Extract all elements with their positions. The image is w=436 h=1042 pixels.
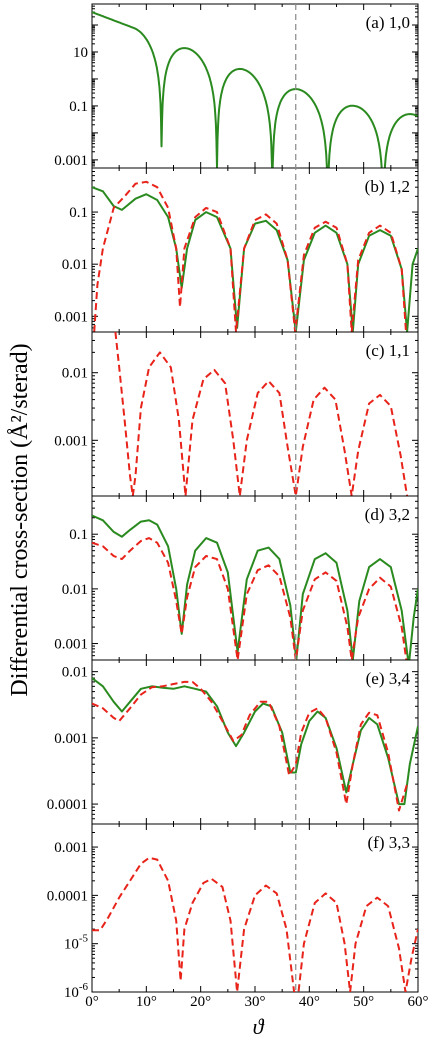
x-tick-labels: 0° 10° 20° 30° 40° 50° 60° xyxy=(85,994,428,1010)
series-red-line xyxy=(92,680,409,812)
y-tick-label: 0.01 xyxy=(62,257,88,273)
x-tick-label: 60° xyxy=(408,994,429,1010)
y-tick-label: 0.001 xyxy=(54,309,88,325)
series-red-line xyxy=(93,180,407,332)
panels: 10 0.1 0.001 (a) 1,0 0.1 0.01 0.001 (b) 1,2 0.01… xyxy=(47,3,419,1001)
series-green-line xyxy=(92,677,418,806)
y-tick-label: 10-5 xyxy=(64,933,89,953)
panel-label: (f) 3,3 xyxy=(368,833,410,852)
panel-3: 0.01 0.001 (c) 1,1 xyxy=(54,331,419,497)
x-tick-label: 10° xyxy=(136,994,157,1010)
series-red-line xyxy=(114,332,409,496)
y-tick-label: 0.01 xyxy=(62,366,88,382)
y-tick-label: 0.0001 xyxy=(47,797,88,813)
x-tick-label: 30° xyxy=(245,994,266,1010)
panel-label: (e) 3,4 xyxy=(366,669,411,688)
x-tick-label: 20° xyxy=(190,994,211,1010)
panel-2: 0.1 0.01 0.001 (b) 1,2 xyxy=(54,167,419,333)
y-tick-label: 0.001 xyxy=(54,731,88,747)
panel-label: (d) 3,2 xyxy=(365,505,410,524)
panel-1: 10 0.1 0.001 (a) 1,0 xyxy=(54,3,419,169)
series-green-line xyxy=(92,514,418,660)
panel-5: 0.01 0.001 0.0001 (e) 3,4 xyxy=(47,659,419,825)
x-tick-label: 50° xyxy=(353,994,374,1010)
series-green-line xyxy=(92,11,418,168)
y-tick-label: 0.001 xyxy=(54,637,88,653)
panel-label: (b) 1,2 xyxy=(365,177,410,196)
series-green-line xyxy=(92,186,418,332)
y-tick-label: 10 xyxy=(73,45,88,61)
y-tick-label: 0.01 xyxy=(62,665,88,681)
series-red-line xyxy=(92,856,418,992)
panel-label: (c) 1,1 xyxy=(366,341,410,360)
y-axis-label: Differential cross-section (Å²/sterad) xyxy=(7,343,33,696)
y-tick-label: 0.0001 xyxy=(47,888,88,904)
x-tick-label: 0° xyxy=(85,994,99,1010)
y-tick-label: 0.01 xyxy=(62,582,88,598)
y-tick-label: 0.1 xyxy=(69,205,88,221)
x-axis-label: ϑ xyxy=(253,1014,265,1039)
series-red-line xyxy=(92,537,408,660)
y-tick-label: 0.001 xyxy=(54,433,88,449)
y-tick-label: 0.001 xyxy=(54,153,88,169)
panel-label: (a) 1,0 xyxy=(366,13,410,32)
y-tick-label: 0.001 xyxy=(54,840,88,856)
y-tick-label: 0.1 xyxy=(69,527,88,543)
panel-4: 0.1 0.01 0.001 (d) 3,2 xyxy=(54,495,419,661)
y-tick-label: 0.1 xyxy=(69,99,88,115)
x-tick-label: 40° xyxy=(299,994,320,1010)
